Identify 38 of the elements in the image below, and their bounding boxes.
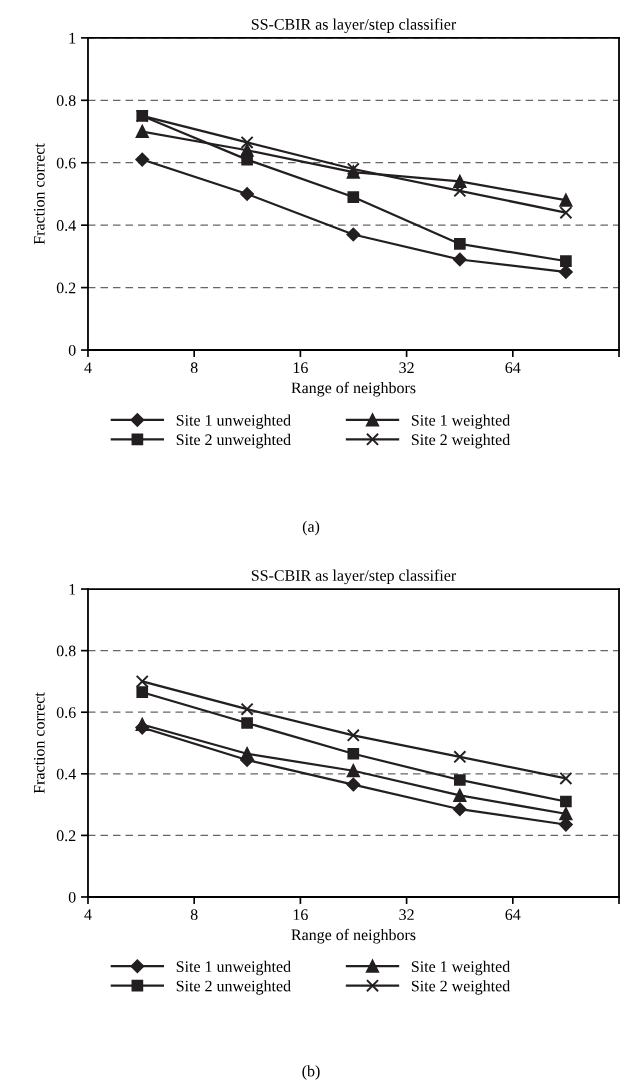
x-tick-label: 32 [399, 909, 414, 921]
legend-label: Site 2 unweighted [176, 433, 291, 449]
y-axis-title: Fraction correct [33, 143, 45, 245]
text: (b) [302, 1065, 320, 1080]
y-tick-label: 1 [69, 32, 76, 44]
x-tick-label: 8 [190, 909, 198, 921]
y-tick-label: 0.2 [56, 282, 76, 294]
x-tick-label: 32 [399, 362, 414, 374]
x-tick-label: 4 [84, 362, 92, 373]
x-tick-label: 8 [190, 362, 198, 374]
chart-title: SS-CBIR as layer/step classifier [251, 18, 457, 33]
text: (a) [302, 520, 320, 536]
legend-label: Site 1 unweighted [176, 414, 291, 429]
chart-title: SS-CBIR as layer/step classifier [251, 569, 457, 585]
x-tick-label: 16 [293, 362, 308, 374]
x-axis-title: Range of neighbors [291, 928, 416, 944]
legend-label: Site 1 weighted [411, 960, 511, 976]
y-tick-label: 0.6 [56, 707, 76, 718]
x-tick-label: 16 [293, 909, 308, 921]
y-tick-label: 0.2 [56, 830, 76, 842]
y-tick-label: 0.4 [56, 768, 76, 780]
legend-label: Site 2 weighted [411, 980, 511, 995]
y-tick-label: 0 [68, 891, 76, 903]
legend-label: Site 2 weighted [411, 433, 511, 449]
x-tick-label: 64 [505, 362, 521, 374]
y-axis-title: Fraction correct [33, 692, 45, 794]
y-tick-label: 0 [68, 344, 76, 356]
legend-label: Site 2 unweighted [176, 980, 291, 995]
y-tick-label: 1 [69, 584, 76, 595]
y-tick-label: 0.6 [56, 157, 76, 169]
x-tick-label: 4 [84, 909, 92, 920]
x-axis-title: Range of neighbors [291, 381, 416, 397]
legend-label: Site 1 unweighted [176, 960, 291, 976]
legend-label: Site 1 weighted [411, 414, 511, 429]
y-tick-label: 0.8 [56, 95, 76, 107]
y-tick-label: 0.8 [56, 645, 76, 657]
y-tick-label: 0.4 [56, 220, 76, 231]
x-tick-label: 64 [505, 909, 521, 921]
